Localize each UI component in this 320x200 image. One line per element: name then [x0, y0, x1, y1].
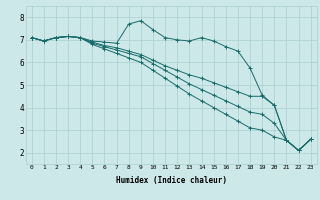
X-axis label: Humidex (Indice chaleur): Humidex (Indice chaleur) [116, 176, 227, 185]
